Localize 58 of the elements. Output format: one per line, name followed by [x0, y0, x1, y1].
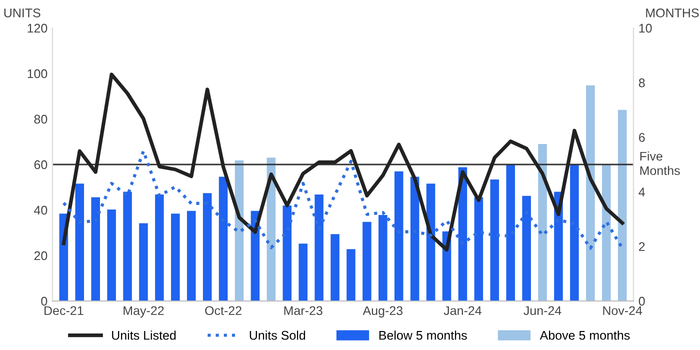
bar	[602, 164, 611, 301]
y2-tick-label: 8	[638, 78, 645, 88]
x-tick-label: Jun-24	[524, 306, 562, 316]
bar	[378, 215, 388, 301]
x-tick-label: Nov-24	[603, 306, 642, 316]
bar	[490, 180, 500, 301]
bar	[362, 222, 372, 301]
bar	[186, 210, 196, 301]
y-axis-title: UNITS	[4, 8, 40, 18]
y2-tick-label: 0	[638, 296, 645, 306]
bar	[282, 205, 292, 301]
bar	[107, 210, 116, 301]
x-tick-label: Mar-23	[284, 306, 322, 316]
x-tick-label: Jan-24	[444, 306, 482, 316]
bar	[202, 193, 212, 301]
y-tick-label: 120	[28, 24, 48, 33]
bar	[155, 194, 164, 301]
x-tick-label: May-22	[124, 306, 164, 318]
y2-axis-title: MONTHS	[646, 8, 699, 18]
line-series	[62, 72, 624, 252]
bar	[586, 85, 595, 301]
bar	[522, 196, 531, 301]
bar	[91, 197, 100, 301]
y2-tick-label: 2	[638, 242, 645, 251]
x-tick-label: Aug-23	[362, 306, 403, 318]
bar	[394, 171, 404, 301]
legend-label: Units Listed	[112, 330, 176, 340]
x-tick-label: Dec-21	[44, 306, 84, 316]
y-tick-label: 0	[41, 296, 48, 306]
line-series	[62, 150, 624, 250]
ref-line-label: Five Months	[640, 151, 680, 176]
bar	[346, 249, 356, 301]
bar	[618, 110, 627, 301]
legend-label: Above 5 months	[540, 330, 630, 340]
bar	[218, 176, 228, 301]
legend-label: Below 5 months	[379, 330, 467, 340]
bar	[506, 164, 515, 301]
y-tick-label: 80	[34, 114, 48, 124]
bar	[570, 164, 579, 301]
y-tick-label: 20	[34, 251, 48, 260]
bar	[538, 144, 547, 301]
bar	[314, 194, 324, 301]
y-tick-label: 60	[34, 160, 48, 170]
bar	[298, 244, 308, 301]
y2-tick-label: 4	[638, 188, 645, 196]
bar	[139, 223, 148, 301]
y-tick-label: 100	[28, 69, 48, 78]
y2-tick-label: 6	[638, 133, 645, 142]
bar	[171, 214, 180, 301]
bar	[75, 184, 84, 301]
bar	[123, 192, 132, 301]
x-tick-label: Oct-22	[205, 306, 242, 316]
y-tick-label: 40	[34, 206, 48, 215]
y2-tick-label: 10	[639, 24, 652, 33]
bar	[330, 234, 340, 301]
bar	[410, 176, 420, 301]
bar	[474, 197, 484, 301]
legend-label: Units Sold	[250, 330, 306, 340]
